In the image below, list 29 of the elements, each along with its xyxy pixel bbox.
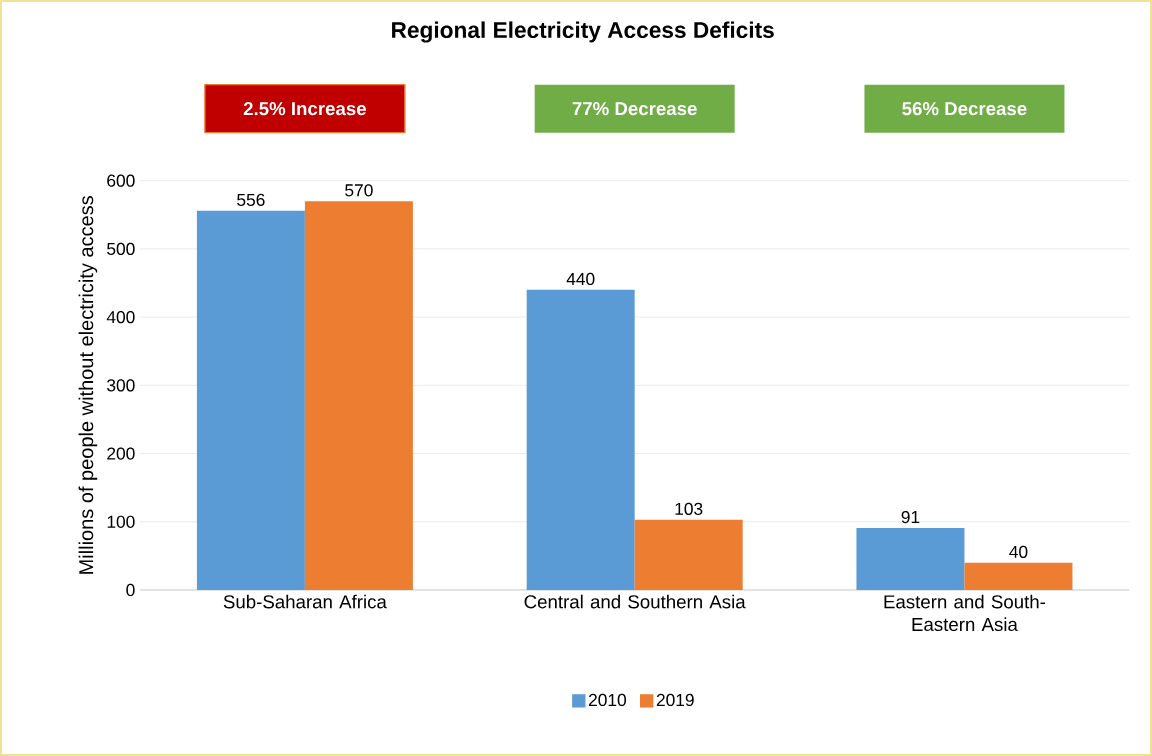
y-tick-label: 200 — [107, 447, 135, 460]
legend-label: 2010 — [588, 693, 626, 707]
bar — [856, 527, 965, 590]
x-tick-label: Eastern and South-Eastern Asia — [884, 594, 1046, 632]
y-tick-label: 0 — [126, 583, 135, 597]
bar — [964, 562, 1073, 590]
text: 2.5% Increase — [243, 102, 366, 116]
text: 56% Decrease — [902, 102, 1027, 116]
x-tick-label: Central and Southern Asia — [524, 594, 746, 609]
bar — [526, 289, 635, 590]
legend-label: 2019 — [656, 693, 694, 707]
y-tick-label: 600 — [107, 174, 135, 187]
text: 77% Decrease — [572, 102, 697, 116]
bar — [634, 519, 743, 590]
data-label: 556 — [237, 193, 265, 206]
y-tick-label: 500 — [107, 242, 135, 256]
data-label: 40 — [1009, 545, 1028, 558]
data-label: 91 — [901, 510, 920, 524]
y-tick-label: 300 — [107, 379, 135, 392]
bar — [304, 201, 413, 590]
data-label: 103 — [675, 502, 703, 516]
data-label: 570 — [345, 184, 373, 197]
data-label: 440 — [566, 272, 595, 286]
x-tick-label: Sub-Saharan Africa — [223, 594, 387, 609]
y-axis-title: Millions of people without electricity access — [78, 196, 98, 574]
bar — [196, 210, 305, 590]
chart-title: Regional Electricity Access Deficits — [392, 21, 774, 43]
y-tick-label: 400 — [106, 310, 135, 324]
y-tick-label: 100 — [107, 515, 135, 528]
